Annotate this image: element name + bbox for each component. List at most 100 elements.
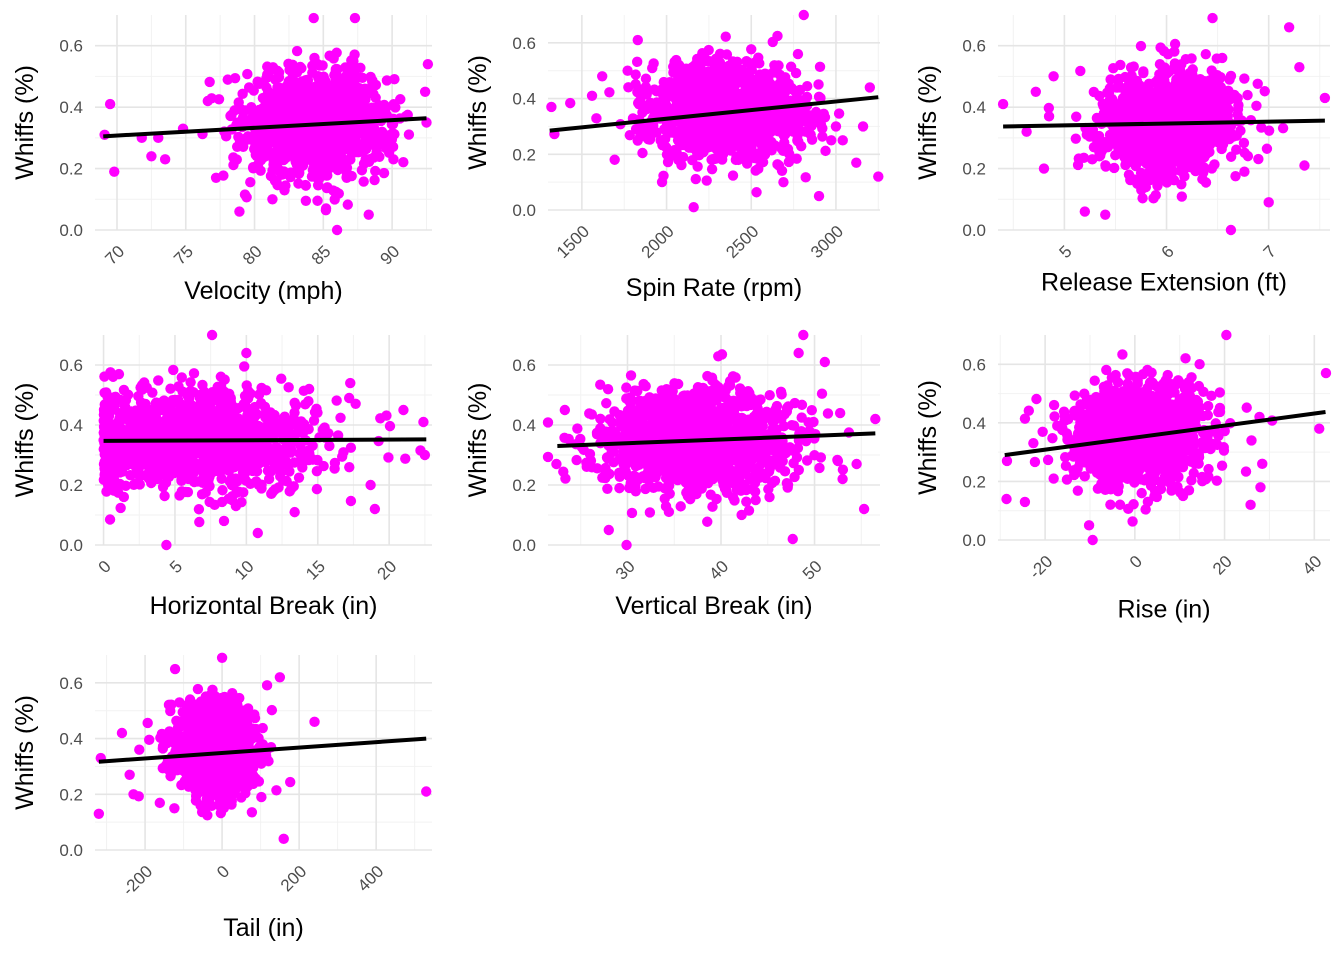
data-point [1277,122,1289,134]
x-axis-title: Release Extension (ft) [1041,269,1287,297]
data-point [204,496,215,508]
data-point [329,80,340,91]
data-point [336,95,347,106]
y-tick-label: 0.0 [512,201,536,220]
data-point [851,157,862,168]
data-point [150,398,161,409]
data-point [240,475,252,486]
data-point [348,94,360,106]
data-point [324,440,335,452]
data-point [317,424,329,435]
x-tick-label: 7 [1260,242,1280,262]
data-point [256,382,267,394]
data-point [1182,148,1193,159]
data-point [1081,129,1093,140]
data-point [203,477,214,489]
data-point [837,135,848,146]
data-point [857,121,869,132]
data-point [202,95,213,107]
data-point [262,141,273,152]
data-point [817,131,828,142]
data-point [682,101,693,112]
data-point [400,453,411,464]
data-point [290,400,302,411]
data-point [159,154,171,165]
data-point [246,134,258,145]
data-point [1141,158,1152,169]
data-point [335,153,347,164]
data-point [276,373,287,384]
data-point [1223,85,1234,97]
data-point [185,377,196,388]
data-point [792,48,804,60]
data-point [1259,86,1270,97]
data-point [329,194,340,205]
data-point [1176,191,1188,202]
data-point [245,177,256,188]
data-point [177,464,189,475]
data-point [702,77,714,88]
data-point [157,481,169,493]
data-point [352,104,364,115]
y-axis-title: Whiffs (%) [11,65,39,180]
data-point [228,159,239,171]
x-tick-label: 2500 [722,222,762,262]
data-point [1182,70,1193,81]
data-point [1152,74,1164,86]
data-point [241,394,252,405]
data-point [683,63,694,75]
data-point [677,151,689,163]
data-point [1242,89,1253,101]
data-point [672,91,684,102]
data-point [718,120,730,132]
data-point [669,144,680,156]
data-point [231,141,243,152]
data-point [1196,161,1208,172]
data-point [321,102,332,114]
data-point [1099,136,1111,148]
data-point [291,144,302,156]
data-point [766,136,777,148]
data-point [688,202,699,213]
data-point [762,88,773,100]
data-point [1200,48,1212,60]
y-tick-label: 0.4 [512,90,536,109]
data-point [873,171,884,182]
data-point [1030,86,1041,97]
data-point [1294,62,1305,73]
data-point [721,49,733,60]
data-point [371,126,382,138]
data-point [789,120,800,131]
data-point [813,79,824,90]
data-point [656,176,668,188]
x-tick-label: 3000 [807,222,847,262]
trend-line [549,95,879,133]
data-point [1169,58,1181,69]
data-point [341,172,352,183]
data-point [221,449,233,460]
data-point [701,175,712,186]
data-point [778,176,789,188]
data-point [649,84,660,95]
data-point [290,156,301,168]
data-point [1079,206,1091,217]
data-point [312,195,323,206]
data-point [1116,111,1127,123]
data-point [226,473,238,484]
data-point [378,167,390,179]
data-point [1158,135,1169,147]
data-point [286,105,298,116]
data-point [715,75,726,86]
data-point [756,137,768,149]
data-point [277,142,288,153]
data-point [705,96,716,107]
data-point [820,145,831,157]
x-tick-label: 1500 [553,222,593,262]
data-point [331,395,342,406]
data-point [1135,40,1147,52]
data-point [349,12,361,24]
data-point [1238,137,1250,149]
data-point [741,97,752,108]
